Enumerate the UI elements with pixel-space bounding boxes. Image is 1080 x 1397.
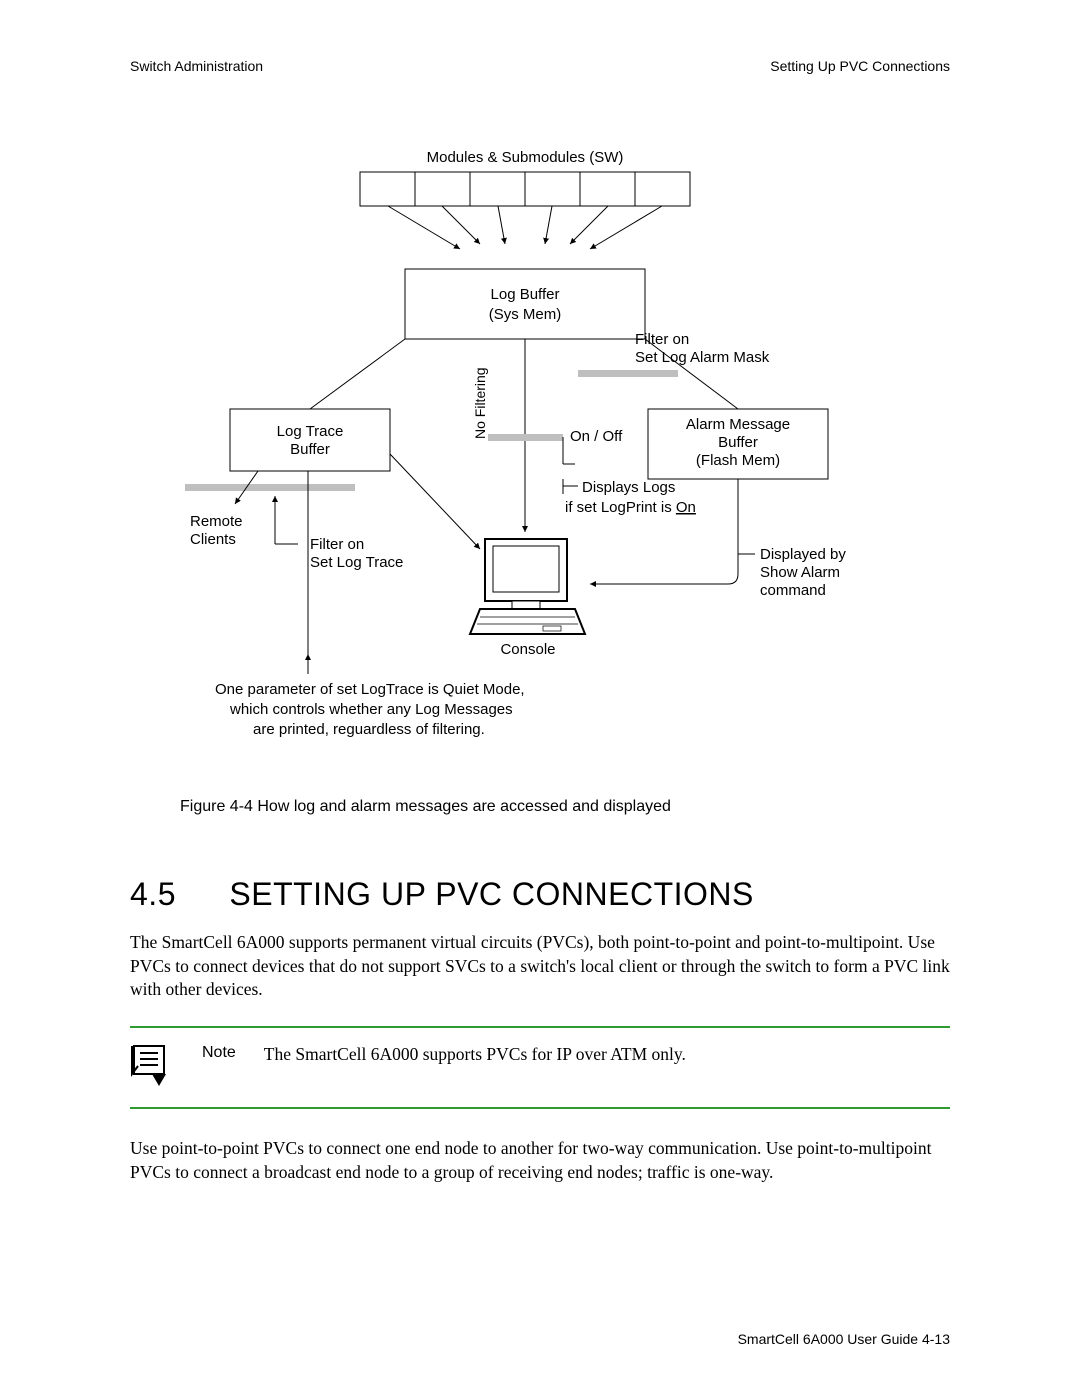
svg-text:Displayed by: Displayed by — [760, 546, 846, 563]
page-header: Switch Administration Setting Up PVC Con… — [130, 58, 950, 74]
svg-text:Log Buffer: Log Buffer — [491, 286, 560, 303]
note-label: Note — [202, 1044, 236, 1062]
svg-text:Clients: Clients — [190, 531, 236, 548]
svg-text:One parameter of set LogTrace: One parameter of set LogTrace is Quiet M… — [215, 681, 525, 698]
svg-text:Alarm Message: Alarm Message — [686, 416, 790, 433]
svg-text:Filter on: Filter on — [635, 331, 689, 348]
svg-text:command: command — [760, 582, 826, 599]
svg-text:No Filtering: No Filtering — [472, 367, 488, 439]
figure-caption: Figure 4-4 How log and alarm messages ar… — [180, 798, 950, 816]
note-block: Note The SmartCell 6A000 supports PVCs f… — [130, 1026, 950, 1109]
svg-text:Set Log Trace: Set Log Trace — [310, 554, 403, 571]
svg-text:(Sys Mem): (Sys Mem) — [489, 306, 562, 323]
svg-text:Buffer: Buffer — [290, 441, 330, 458]
svg-text:Buffer: Buffer — [718, 434, 758, 451]
modules-row — [360, 172, 690, 206]
log-alarm-diagram: Modules & Submodules (SW) L — [130, 144, 950, 784]
log-buffer-box — [405, 269, 645, 339]
page-footer: SmartCell 6A000 User Guide 4-13 — [738, 1331, 950, 1347]
note-text: The SmartCell 6A000 supports PVCs for IP… — [264, 1044, 686, 1065]
svg-text:Log Trace: Log Trace — [277, 423, 344, 440]
svg-text:On / Off: On / Off — [570, 428, 623, 445]
paragraph-1: The SmartCell 6A000 supports permanent v… — [130, 931, 950, 1002]
svg-text:Remote: Remote — [190, 513, 243, 530]
label-modules: Modules & Submodules (SW) — [427, 149, 624, 166]
svg-text:if set LogPrint is On: if set LogPrint is On — [565, 499, 696, 516]
filter-bar-alarm — [578, 370, 678, 377]
module-arrows — [388, 206, 662, 249]
section-number: 4.5 — [130, 876, 220, 913]
note-icon — [130, 1044, 174, 1091]
svg-text:are printed, reguardless of fi: are printed, reguardless of filtering. — [253, 721, 485, 738]
section-heading: 4.5 SETTING UP PVC CONNECTIONS — [130, 876, 950, 913]
svg-text:Set Log Alarm Mask: Set Log Alarm Mask — [635, 349, 770, 366]
section-title-text: SETTING UP PVC CONNECTIONS — [229, 876, 753, 912]
filter-bar-trace — [185, 484, 355, 491]
header-left: Switch Administration — [130, 58, 263, 74]
svg-text:(Flash Mem): (Flash Mem) — [696, 452, 780, 469]
svg-text:Show Alarm: Show Alarm — [760, 564, 840, 581]
svg-text:Console: Console — [500, 641, 555, 658]
header-right: Setting Up PVC Connections — [770, 58, 950, 74]
svg-text:which controls whether any Log: which controls whether any Log Messages — [229, 701, 513, 718]
filter-bar-onoff — [488, 434, 563, 441]
console-icon — [470, 539, 585, 634]
paragraph-2: Use point-to-point PVCs to connect one e… — [130, 1137, 950, 1184]
log-trace-box — [230, 409, 390, 471]
svg-text:Displays Logs: Displays Logs — [582, 479, 675, 496]
svg-text:Filter on: Filter on — [310, 536, 364, 553]
